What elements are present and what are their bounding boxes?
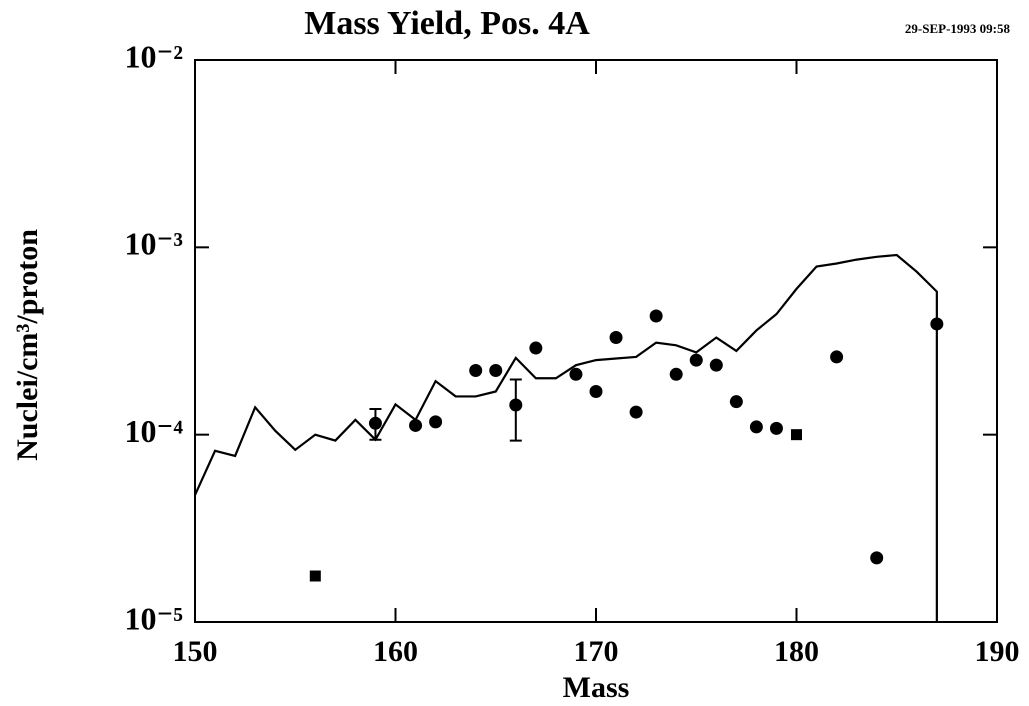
data-point — [589, 384, 603, 398]
data-point — [429, 415, 443, 429]
data-point — [930, 317, 944, 331]
data-point — [870, 551, 884, 565]
y-tick-label: 10⁻² — [125, 38, 183, 74]
data-point — [769, 421, 783, 435]
data-point — [830, 350, 844, 364]
x-tick-label: 160 — [373, 635, 418, 668]
x-tick-label: 150 — [173, 635, 218, 668]
data-point — [669, 367, 683, 381]
chart-title: Mass Yield, Pos. 4A — [304, 5, 590, 42]
data-point — [509, 398, 523, 412]
y-tick-label: 10⁻⁴ — [125, 413, 184, 449]
x-axis-label: Mass — [563, 671, 630, 704]
data-point — [629, 405, 643, 419]
x-tick-label: 170 — [574, 635, 619, 668]
square-point — [309, 570, 321, 582]
data-point — [469, 364, 483, 378]
data-point — [689, 353, 703, 367]
data-point — [368, 416, 382, 430]
data-point — [749, 420, 763, 434]
data-point — [729, 395, 743, 409]
plot-frame — [194, 59, 998, 623]
y-tick-label: 10⁻⁵ — [125, 600, 183, 636]
data-point — [489, 364, 503, 378]
y-axis-label: Nuclei/cm³/proton — [11, 229, 44, 461]
date-stamp: 29-SEP-1993 09:58 — [905, 21, 1011, 36]
data-point — [649, 309, 663, 323]
x-tick-label: 190 — [975, 635, 1020, 668]
data-point — [529, 341, 543, 355]
data-point — [609, 331, 623, 345]
data-point — [409, 418, 423, 432]
x-tick-label: 180 — [774, 635, 819, 668]
square-point — [791, 429, 802, 441]
model-line — [193, 253, 938, 622]
y-tick-label: 10⁻³ — [125, 226, 183, 262]
data-point — [709, 358, 723, 372]
data-point — [569, 367, 583, 381]
